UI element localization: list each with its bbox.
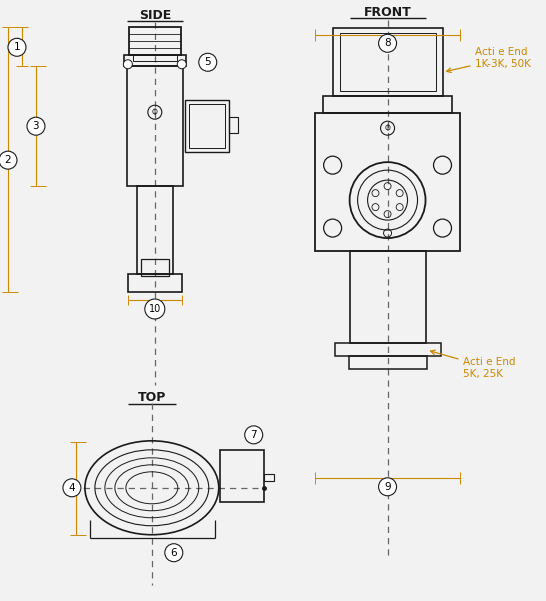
Text: 7: 7 (251, 430, 257, 440)
Text: Acti e End
5K, 25K: Acti e End 5K, 25K (431, 350, 516, 379)
Text: FRONT: FRONT (364, 6, 412, 19)
Text: 6: 6 (170, 548, 177, 558)
Bar (141, 259, 169, 276)
Text: 1: 1 (14, 42, 20, 52)
Circle shape (27, 117, 45, 135)
Text: Φ: Φ (384, 124, 390, 133)
Text: 4: 4 (69, 483, 75, 493)
Bar (128, 274, 182, 292)
Text: 8: 8 (384, 38, 391, 48)
Bar (264, 474, 274, 481)
Text: TOP: TOP (138, 391, 166, 404)
Circle shape (245, 426, 263, 444)
Bar (229, 117, 238, 133)
Bar (129, 27, 181, 55)
Text: 5: 5 (204, 57, 211, 67)
Bar (348, 356, 426, 369)
Circle shape (378, 478, 396, 496)
Text: SIDE: SIDE (139, 9, 171, 22)
Circle shape (199, 53, 217, 72)
Circle shape (145, 299, 165, 319)
Bar (127, 66, 183, 186)
Text: 2: 2 (5, 155, 11, 165)
Bar (189, 104, 225, 148)
Bar (349, 251, 425, 343)
Bar (335, 343, 441, 356)
Text: 9: 9 (384, 482, 391, 492)
Circle shape (378, 34, 396, 52)
Bar (133, 55, 177, 61)
Circle shape (165, 544, 183, 562)
Circle shape (177, 59, 186, 69)
Text: 3: 3 (33, 121, 39, 131)
Circle shape (63, 479, 81, 497)
Bar (137, 186, 173, 274)
Bar (323, 96, 453, 113)
Bar (340, 33, 436, 91)
Bar (333, 28, 442, 96)
Bar (124, 55, 186, 66)
Bar (314, 113, 460, 251)
Text: Φ: Φ (152, 108, 158, 117)
Bar (219, 450, 264, 502)
Circle shape (8, 38, 26, 56)
Circle shape (0, 151, 17, 169)
Text: 10: 10 (149, 304, 161, 314)
Circle shape (123, 59, 132, 69)
Text: Acti e End
1K-3K, 50K: Acti e End 1K-3K, 50K (447, 47, 531, 73)
Bar (185, 100, 229, 152)
